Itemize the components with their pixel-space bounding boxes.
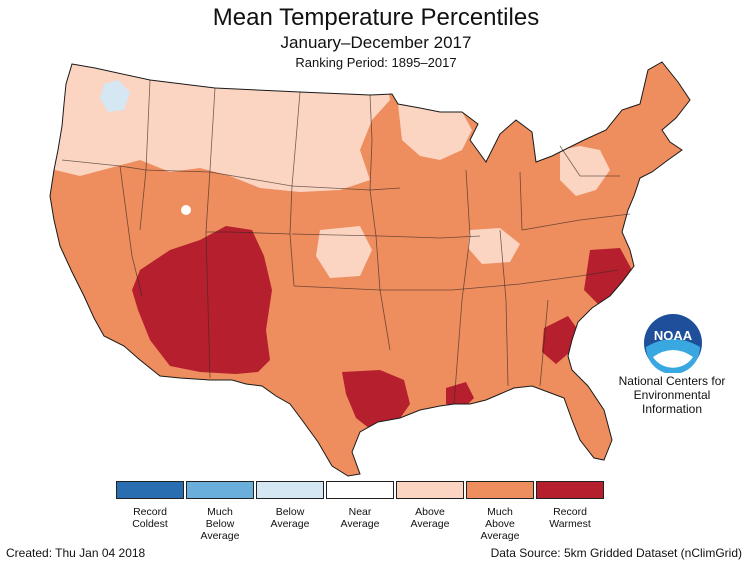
legend-label-line: Average xyxy=(410,518,450,530)
legend-label-line: Warmest xyxy=(549,518,591,530)
legend-swatch xyxy=(536,481,604,499)
legend-label: Much Below Average xyxy=(180,506,260,542)
legend-item: Below Average xyxy=(250,481,330,530)
legend-label-line: Much xyxy=(487,506,513,518)
agency-line-1: National Centers for xyxy=(618,374,726,388)
legend-label-line: Record xyxy=(133,506,167,518)
legend-swatch xyxy=(116,481,184,499)
legend-label-line: Average xyxy=(340,518,380,530)
plains-above-average-area xyxy=(316,226,372,278)
colorado-near-average-area xyxy=(181,205,191,215)
state-borders xyxy=(61,79,631,405)
map-title: Mean Temperature Percentiles xyxy=(212,4,540,31)
noaa-logo-icon: NOAA xyxy=(644,314,702,373)
legend-item: Near Average xyxy=(320,481,400,530)
montana-below-average-area xyxy=(100,80,130,112)
legend-swatch xyxy=(256,481,324,499)
legend-swatch xyxy=(186,481,254,499)
texas-record-warmest-area xyxy=(342,370,410,432)
legend-label-line: Much xyxy=(207,506,233,518)
legend-label: Record Coldest xyxy=(110,506,190,530)
legend-label-line: Average xyxy=(200,530,240,542)
louisiana-record-warmest-area xyxy=(446,382,474,410)
legend-item: Much Above Average xyxy=(460,481,540,542)
data-source: Data Source: 5km Gridded Dataset (nClimG… xyxy=(490,546,742,560)
legend-item: Record Coldest xyxy=(110,481,190,530)
agency-line-2: Environmental xyxy=(633,388,711,402)
legend-label-line: Average xyxy=(480,530,520,542)
legend-swatch xyxy=(396,481,464,499)
legend-label-line: Below xyxy=(275,506,305,518)
legend-label: Near Average xyxy=(320,506,400,530)
agency-name: National Centers for Environmental Infor… xyxy=(612,374,732,416)
legend-label: Above Average xyxy=(390,506,470,530)
northwest-above-average-area xyxy=(50,62,390,192)
legend-label: Record Warmest xyxy=(530,506,610,530)
legend-label-line: Near xyxy=(348,506,372,518)
legend-item: Above Average xyxy=(390,481,470,530)
legend-swatch xyxy=(326,481,394,499)
legend-label-line: Coldest xyxy=(132,518,168,530)
noaa-logo-text: NOAA xyxy=(654,328,693,343)
legend-swatch xyxy=(466,481,534,499)
southwest-record-warmest-area xyxy=(132,226,272,374)
legend-label-line: Record xyxy=(553,506,587,518)
upper-midwest-above-average-area xyxy=(398,104,472,160)
legend-label-line: Above xyxy=(415,506,445,518)
agency-line-3: Information xyxy=(641,402,703,416)
legend-label-line: Average xyxy=(270,518,310,530)
map-subtitle: January–December 2017 xyxy=(280,33,472,52)
legend-label-line: Below xyxy=(205,518,235,530)
legend-label-line: Above xyxy=(485,518,515,530)
northeast-above-average-area xyxy=(560,146,610,196)
ranking-period: Ranking Period: 1895–2017 xyxy=(295,55,457,70)
tennessee-above-average-area xyxy=(468,228,520,264)
legend-label: Below Average xyxy=(250,506,330,530)
us-temperature-map xyxy=(49,61,691,477)
legend-item: Much Below Average xyxy=(180,481,260,542)
legend-label: Much Above Average xyxy=(460,506,540,542)
legend-item: Record Warmest xyxy=(530,481,610,530)
created-date: Created: Thu Jan 04 2018 xyxy=(6,546,146,560)
